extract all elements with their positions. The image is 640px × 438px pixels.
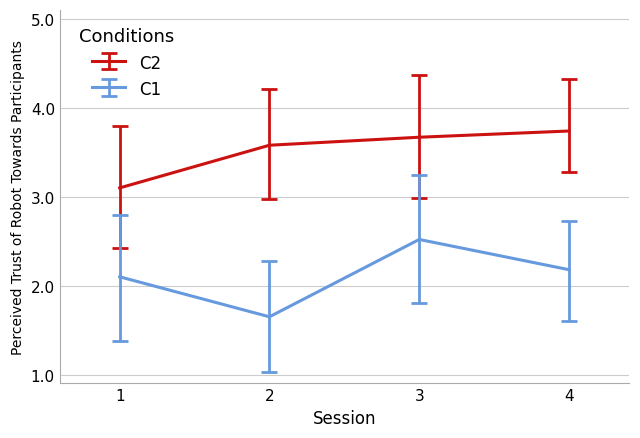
X-axis label: Session: Session (312, 409, 376, 427)
Y-axis label: Perceived Trust of Robot Towards Participants: Perceived Trust of Robot Towards Partici… (11, 40, 25, 354)
Legend: C2, C1: C2, C1 (74, 23, 179, 104)
